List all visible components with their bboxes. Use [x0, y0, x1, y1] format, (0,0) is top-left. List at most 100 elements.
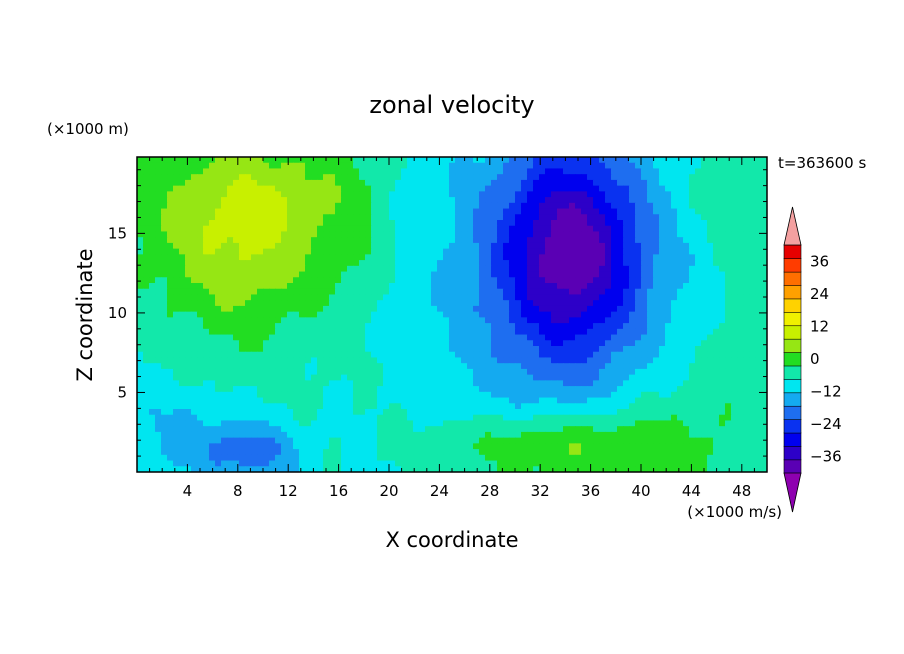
contour-cell: [167, 191, 174, 198]
contour-cell: [581, 397, 588, 404]
contour-cell: [137, 426, 144, 433]
contour-cell: [167, 202, 174, 210]
contour-cell: [233, 328, 240, 336]
contour-cell: [659, 288, 666, 296]
contour-cell: [593, 294, 600, 301]
contour-cell: [203, 323, 210, 330]
contour-cell: [347, 202, 354, 210]
contour-cell: [473, 363, 480, 370]
contour-cell: [473, 197, 480, 204]
contour-cell: [503, 277, 510, 284]
contour-cell: [197, 409, 204, 416]
contour-cell: [173, 231, 180, 238]
contour-cell: [665, 403, 672, 410]
contour-cell: [437, 231, 444, 238]
contour-cell: [701, 340, 708, 347]
contour-cell: [479, 311, 486, 318]
contour-cell: [647, 294, 654, 301]
contour-cell: [725, 403, 732, 410]
contour-cell: [635, 300, 642, 307]
contour-cell: [485, 351, 492, 359]
contour-cell: [587, 374, 594, 381]
contour-cell: [635, 265, 642, 273]
contour-cell: [443, 380, 450, 387]
contour-cell: [293, 260, 300, 267]
contour-cell: [287, 225, 294, 233]
contour-cell: [263, 162, 270, 170]
contour-cell: [323, 231, 330, 238]
contour-cell: [569, 386, 576, 393]
contour-cell: [527, 197, 534, 204]
contour-cell: [431, 220, 438, 227]
contour-cell: [527, 168, 534, 175]
contour-cell: [749, 265, 756, 273]
contour-cell: [341, 357, 348, 364]
contour-cell: [617, 157, 624, 164]
contour-cell: [647, 414, 654, 422]
contour-cell: [359, 414, 366, 422]
contour-cell: [257, 357, 264, 364]
contour-cell: [143, 386, 150, 393]
contour-cell: [659, 168, 666, 175]
contour-cell: [407, 397, 414, 404]
contour-cell: [407, 191, 414, 198]
contour-cell: [311, 426, 318, 433]
contour-cell: [581, 414, 588, 422]
contour-cell: [395, 368, 402, 376]
contour-cell: [431, 311, 438, 318]
contour-cell: [593, 403, 600, 410]
contour-cell: [719, 168, 726, 175]
contour-cell: [167, 311, 174, 318]
contour-cell: [389, 334, 396, 341]
contour-cell: [161, 157, 168, 164]
contour-cell: [359, 271, 366, 278]
contour-cell: [611, 162, 618, 170]
contour-cell: [431, 391, 438, 399]
contour-cell: [557, 363, 564, 370]
contour-cell: [191, 283, 198, 290]
contour-cell: [707, 368, 714, 376]
contour-cell: [269, 300, 276, 307]
contour-cell: [167, 351, 174, 359]
contour-cell: [551, 191, 558, 198]
contour-cell: [605, 346, 612, 353]
contour-cell: [455, 191, 462, 198]
contour-cell: [743, 260, 750, 267]
contour-cell: [413, 283, 420, 290]
contour-cell: [503, 157, 510, 164]
contour-cell: [245, 294, 252, 301]
contour-cell: [635, 351, 642, 359]
contour-cell: [191, 179, 198, 187]
contour-cell: [245, 368, 252, 376]
contour-cell: [293, 202, 300, 210]
contour-cell: [257, 168, 264, 175]
contour-cell: [743, 414, 750, 422]
contour-cell: [575, 237, 582, 244]
contour-cell: [533, 260, 540, 267]
contour-cell: [185, 294, 192, 301]
contour-cell: [251, 323, 258, 330]
contour-cell: [161, 351, 168, 359]
contour-cell: [311, 191, 318, 198]
contour-cell: [557, 191, 564, 198]
contour-cell: [275, 191, 282, 198]
contour-cell: [293, 168, 300, 175]
contour-cell: [383, 391, 390, 399]
contour-cell: [521, 288, 528, 296]
contour-cell: [281, 288, 288, 296]
contour-cell: [155, 334, 162, 341]
contour-cell: [281, 225, 288, 233]
contour-cell: [455, 214, 462, 221]
contour-cell: [239, 294, 246, 301]
contour-cell: [167, 368, 174, 376]
contour-cell: [239, 340, 246, 347]
contour-cell: [425, 202, 432, 210]
contour-cell: [239, 317, 246, 324]
contour-cell: [173, 220, 180, 227]
contour-cell: [761, 202, 767, 210]
contour-cell: [197, 277, 204, 284]
contour-cell: [503, 323, 510, 330]
contour-cell: [245, 340, 252, 347]
contour-cell: [635, 220, 642, 227]
contour-cell: [383, 254, 390, 261]
